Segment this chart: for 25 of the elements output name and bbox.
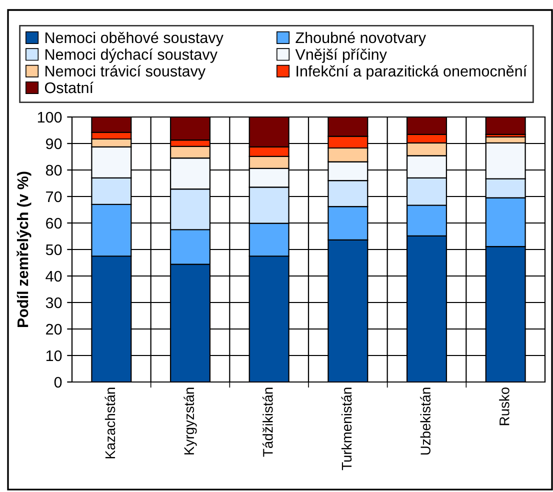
- legend-label: Ostatní: [44, 82, 94, 94]
- y-tick-label: 40: [46, 270, 62, 282]
- legend-label: Vnější příčiny: [295, 48, 387, 63]
- y-axis-title: Podíl zemřelých (v %): [16, 172, 32, 328]
- y-tick-label: 60: [46, 218, 62, 229]
- y-tick-label: 0: [54, 376, 62, 388]
- legend-label: Nemoci dýchací soustavy: [46, 48, 218, 63]
- y-tick-label: 80: [46, 164, 62, 176]
- x-tick-label: Rusko: [499, 387, 510, 426]
- y-tick-label: 30: [46, 297, 62, 308]
- x-tick-label: Tádžikistán: [262, 388, 273, 457]
- y-tick-label: 90: [46, 138, 62, 150]
- y-tick-label: 10: [46, 350, 62, 362]
- x-tick-label: Kyrgyzstán: [184, 388, 197, 454]
- legend-label: Zhoubné novotvary: [296, 32, 426, 46]
- y-tick-label: 100: [38, 112, 62, 123]
- x-tick-label: Uzbekistán: [420, 388, 430, 454]
- x-tick-label: Turkmenistán: [341, 388, 352, 470]
- y-tick-label: 50: [46, 244, 62, 256]
- legend-label: Nemoci trávicí soustavy: [46, 65, 206, 80]
- legend-label: Infekční a parazitická onemocnění: [296, 65, 528, 80]
- x-tick-label: Kazachstán: [104, 388, 116, 458]
- y-tick-label: 20: [46, 324, 62, 335]
- legend-label: Nemoci oběhové soustavy: [46, 32, 224, 46]
- y-tick-label: 70: [46, 191, 62, 202]
